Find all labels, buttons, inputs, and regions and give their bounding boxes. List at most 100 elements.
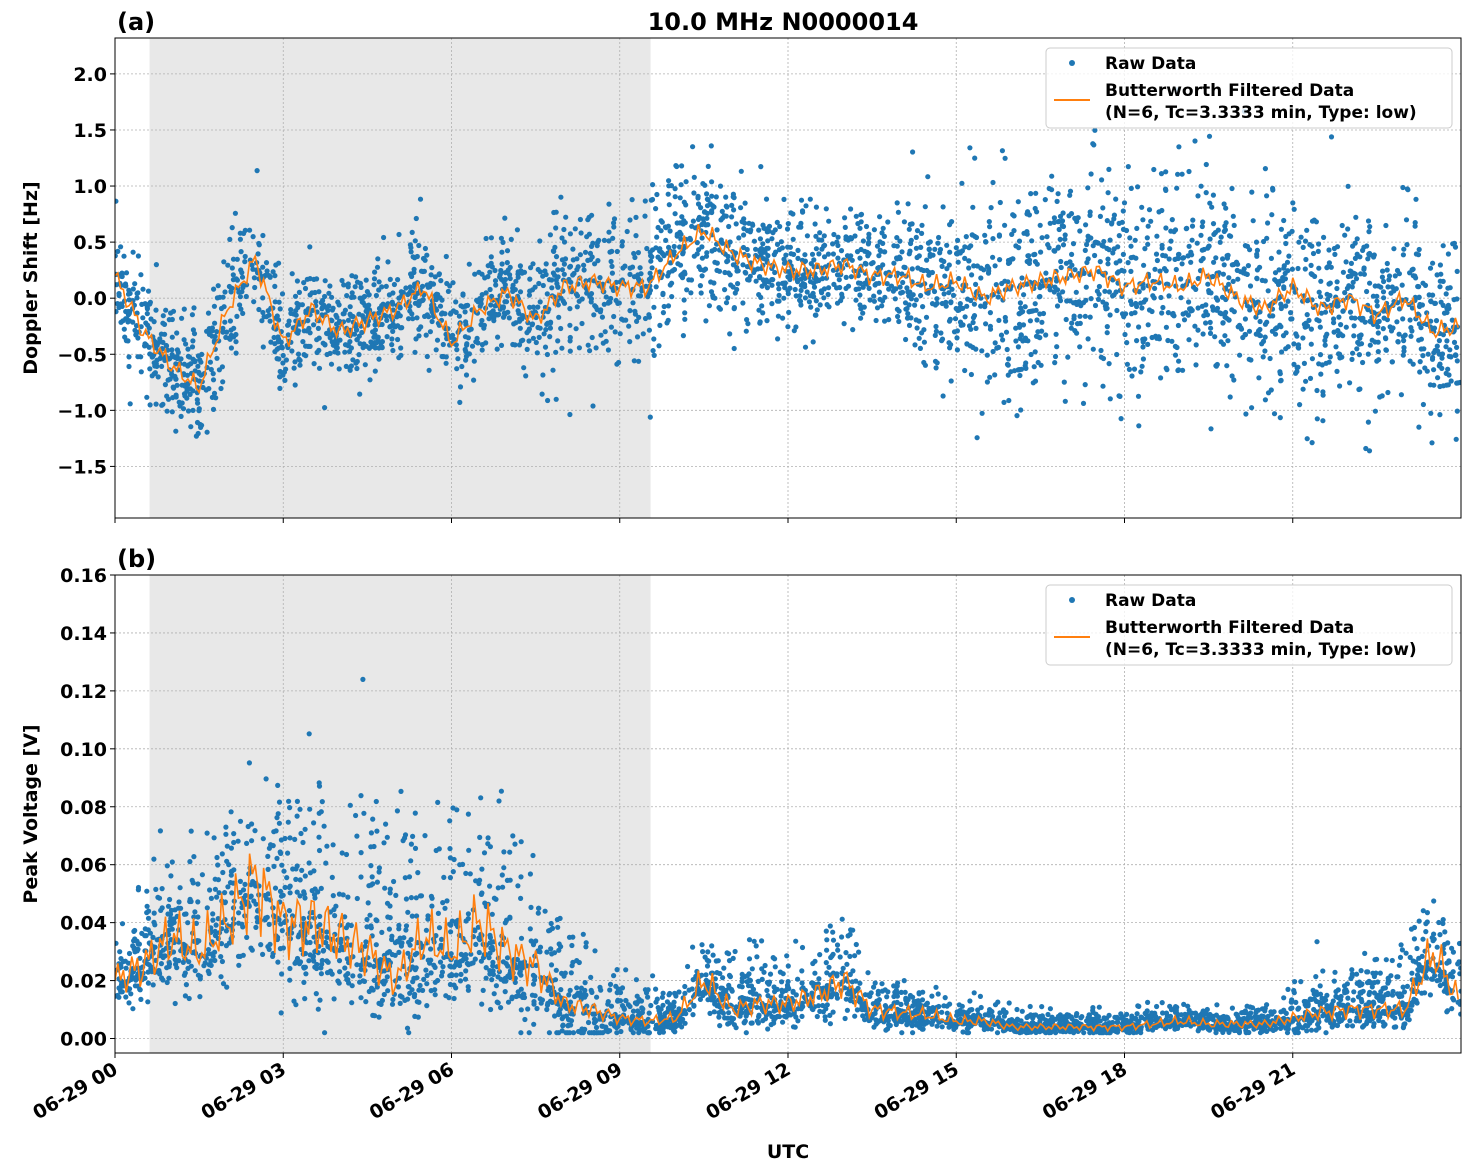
raw-data-point <box>1425 351 1431 357</box>
raw-data-point <box>776 292 782 298</box>
raw-data-point <box>1285 986 1291 993</box>
raw-data-point <box>713 194 719 200</box>
raw-data-point <box>1008 257 1014 263</box>
raw-data-point <box>1407 317 1413 323</box>
raw-data-point <box>1203 190 1209 196</box>
raw-data-point <box>1291 206 1297 212</box>
raw-data-point <box>546 1030 553 1036</box>
raw-data-point <box>1292 979 1298 985</box>
raw-data-point <box>894 235 900 241</box>
raw-data-point <box>1408 333 1414 339</box>
raw-data-point <box>947 249 953 255</box>
raw-data-point <box>1320 418 1326 424</box>
raw-data-point <box>876 289 883 295</box>
raw-data-point <box>159 886 165 892</box>
raw-data-point <box>962 314 968 320</box>
raw-data-point <box>123 270 130 276</box>
raw-data-point <box>997 199 1003 206</box>
raw-data-point <box>1320 392 1326 398</box>
raw-data-point <box>983 321 989 327</box>
raw-data-point <box>530 335 537 341</box>
raw-data-point <box>1097 213 1103 219</box>
raw-data-point <box>507 264 513 270</box>
y-tick-label: 1.5 <box>73 120 107 142</box>
raw-data-point <box>228 809 234 815</box>
raw-data-point <box>376 865 382 871</box>
raw-data-point <box>242 881 248 888</box>
raw-data-point <box>1288 316 1294 322</box>
raw-data-point <box>546 277 553 283</box>
raw-data-point <box>892 296 898 302</box>
raw-data-point <box>1317 352 1324 358</box>
raw-data-point <box>1265 288 1271 294</box>
raw-data-point <box>403 285 409 291</box>
raw-data-point <box>1169 217 1175 223</box>
raw-data-point <box>824 947 830 953</box>
raw-data-point <box>1006 397 1012 404</box>
raw-data-point <box>1293 331 1299 337</box>
raw-data-point <box>799 257 806 263</box>
raw-data-point <box>350 357 356 363</box>
raw-data-point <box>493 983 499 989</box>
raw-data-point <box>1300 244 1306 250</box>
raw-data-point <box>809 251 816 257</box>
raw-data-point <box>402 997 408 1004</box>
raw-data-point <box>409 273 415 280</box>
raw-data-point <box>1024 231 1030 237</box>
raw-data-point <box>138 354 144 360</box>
raw-data-point <box>717 183 724 189</box>
raw-data-point <box>488 254 494 260</box>
raw-data-point <box>939 300 945 307</box>
raw-data-point <box>225 884 231 890</box>
raw-data-point <box>440 341 446 348</box>
raw-data-point <box>1026 309 1032 315</box>
raw-data-point <box>196 369 202 375</box>
raw-data-point <box>661 303 667 310</box>
raw-data-point <box>130 286 136 292</box>
raw-data-point <box>498 235 504 241</box>
raw-data-point <box>775 313 782 319</box>
raw-data-point <box>1281 284 1287 290</box>
raw-data-point <box>372 368 378 374</box>
raw-data-point <box>1125 322 1131 328</box>
raw-data-point <box>1391 246 1397 252</box>
raw-data-point <box>1211 231 1217 237</box>
raw-data-point <box>178 356 184 362</box>
raw-data-series <box>115 87 1461 454</box>
raw-data-point <box>366 292 372 298</box>
raw-data-point <box>986 219 992 225</box>
raw-data-point <box>293 312 299 318</box>
raw-data-point <box>987 326 994 332</box>
raw-data-point <box>1098 347 1104 354</box>
raw-data-point <box>333 312 339 318</box>
raw-data-point <box>1365 351 1371 357</box>
raw-data-point <box>404 1025 411 1031</box>
raw-data-point <box>488 235 494 241</box>
raw-data-point <box>181 361 187 367</box>
raw-data-point <box>195 881 201 887</box>
raw-data-point <box>1145 341 1151 347</box>
raw-data-point <box>1051 219 1057 225</box>
raw-data-point <box>303 310 309 316</box>
raw-data-point <box>1226 317 1232 323</box>
raw-data-point <box>127 401 133 407</box>
raw-data-point <box>1231 222 1237 228</box>
raw-data-point <box>301 328 307 334</box>
raw-data-point <box>1439 355 1445 361</box>
raw-data-point <box>914 228 921 234</box>
raw-data-point <box>1245 263 1251 269</box>
raw-data-point <box>1453 352 1459 358</box>
raw-data-point <box>601 301 607 307</box>
raw-data-point <box>723 203 729 209</box>
raw-data-point <box>199 422 205 428</box>
raw-data-point <box>683 202 689 208</box>
raw-data-point <box>807 196 813 202</box>
raw-data-point <box>517 316 523 322</box>
raw-data-point <box>274 855 280 862</box>
raw-data-point <box>1223 205 1229 211</box>
raw-data-point <box>651 352 657 358</box>
raw-data-point <box>230 277 236 283</box>
raw-data-point <box>1214 270 1220 276</box>
raw-data-point <box>690 144 696 150</box>
raw-data-point <box>629 264 636 270</box>
